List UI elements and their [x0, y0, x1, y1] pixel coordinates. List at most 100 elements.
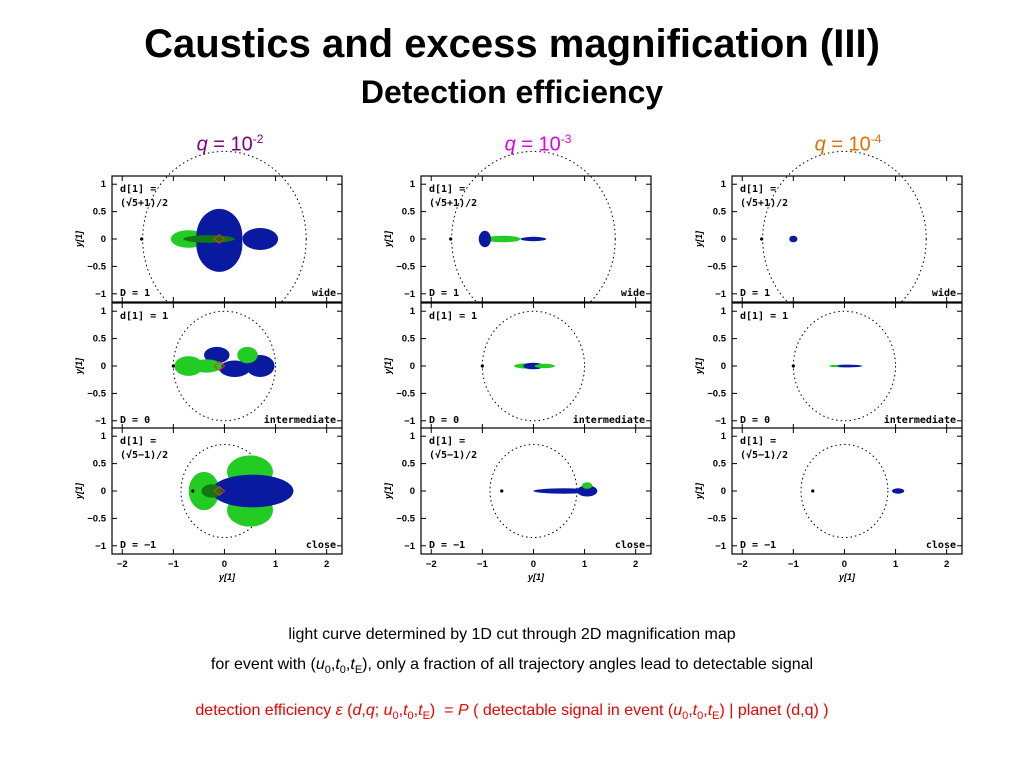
magnification-region: [829, 364, 840, 368]
q-label-col3: q = 10-4: [814, 132, 882, 156]
y-axis-label: y[1]: [383, 482, 393, 500]
y-tick-label: 1: [101, 306, 107, 317]
x-tick-label: 1: [273, 559, 279, 570]
plot-panel: 1 0.5 0 −0.5 −1 y[1] d[1] = (√5+1)/2 D = 1 wide: [383, 150, 652, 328]
y-tick-label: −1: [715, 416, 727, 427]
y-tick-label: 1: [721, 431, 727, 442]
x-tick-label: 2: [324, 559, 329, 570]
y-tick-label: 0.5: [402, 459, 416, 470]
d-label: d[1] =: [429, 436, 465, 447]
d-label: d[1] =: [740, 436, 776, 447]
D-label: D = 0: [120, 415, 150, 426]
plot-panel: 1 0.5 0 −0.5 −1 y[1] d[1] = (√5+1)/2 D = 1 wide: [74, 150, 343, 328]
magnification-region: [789, 235, 798, 243]
y-tick-label: 1: [101, 179, 107, 190]
x-tick-label: 0: [842, 559, 847, 570]
D-label: D = 0: [429, 415, 459, 426]
regime-label: intermediate: [264, 414, 336, 426]
plot-panel: 1 0.5 0 −0.5 −1 y[1] d[1] = 1 D = 0 intermediate: [694, 302, 963, 430]
regime-label: intermediate: [573, 414, 645, 426]
y-axis-label: y[1]: [694, 230, 704, 248]
d-label: d[1] =: [740, 184, 776, 195]
einstein-ring: [800, 443, 889, 539]
D-label: D = −1: [429, 540, 465, 551]
d-label-value: (√5+1)/2: [429, 197, 477, 209]
d-label: d[1] =: [120, 184, 156, 195]
magnification-region: [576, 485, 598, 497]
d-label: d[1] =: [429, 184, 465, 195]
caption-line-2: for event with (u0,t0,tE), only a fracti…: [210, 656, 814, 677]
lens-star: [760, 237, 764, 241]
magnification-region: [582, 482, 593, 489]
lens-star: [480, 364, 484, 368]
magnification-region: [534, 363, 555, 369]
y-tick-label: −1: [404, 416, 416, 427]
y-tick-label: −0.5: [396, 513, 415, 524]
einstein-ring: [481, 310, 586, 422]
slide-title: Caustics and excess magnification (III): [144, 22, 880, 66]
D-label: D = 1: [740, 288, 770, 299]
y-axis-label: y[1]: [694, 357, 704, 375]
y-tick-label: 0: [101, 486, 106, 497]
lens-star: [811, 489, 815, 493]
y-tick-label: 0: [101, 234, 106, 245]
x-tick-label: 0: [222, 559, 227, 570]
caption-line-3: detection efficiency ε (d,q; u0,t0,tE) =…: [195, 702, 829, 723]
y-tick-label: 1: [721, 179, 727, 190]
x-tick-label: −2: [426, 559, 437, 570]
y-tick-label: −1: [95, 541, 107, 552]
plot-panel: 1 0.5 0 −0.5 −1 y[1] d[1] = 1 D = 0 intermediate: [383, 302, 652, 430]
magnification-map-grid: 1 0.5 0 −0.5 −1 y[1] d[1] = (√5+1)/2 D = 1 wide 1 0…: [74, 150, 963, 582]
caption-line-1: light curve determined by 1D cut through…: [288, 626, 736, 643]
magnification-region: [183, 235, 235, 243]
y-tick-label: 0: [410, 234, 415, 245]
d-label-value: (√5−1)/2: [740, 449, 788, 461]
magnification-region: [219, 360, 251, 377]
plot-panel: 1 0.5 0 −0.5 −1 −2 −1 0 1 2 y[1] y[1] d[1] = (√5−1)/2…: [74, 427, 343, 582]
y-tick-label: −0.5: [707, 513, 726, 524]
x-tick-label: 2: [944, 559, 949, 570]
y-tick-label: 1: [101, 431, 107, 442]
y-tick-label: 0.5: [402, 334, 416, 345]
y-tick-label: −1: [715, 541, 727, 552]
x-tick-label: −2: [117, 559, 128, 570]
lens-star: [140, 237, 144, 241]
einstein-ring: [792, 310, 897, 422]
x-tick-label: −2: [737, 559, 748, 570]
lens-star: [191, 489, 195, 493]
D-label: D = −1: [740, 540, 776, 551]
y-tick-label: −0.5: [396, 261, 415, 272]
y-tick-label: 1: [410, 179, 416, 190]
plot-panel: 1 0.5 0 −0.5 −1 y[1] d[1] = 1 D = 0 intermediate: [74, 302, 343, 430]
y-axis-label: y[1]: [74, 357, 84, 375]
regime-label: wide: [312, 287, 336, 299]
y-tick-label: 0.5: [713, 207, 727, 218]
y-axis-label: y[1]: [694, 482, 704, 500]
magnification-region: [242, 228, 279, 250]
magnification-region: [484, 235, 521, 243]
y-tick-label: 1: [721, 306, 727, 317]
y-tick-label: 0.5: [713, 459, 727, 470]
y-tick-label: 0.5: [402, 207, 416, 218]
y-tick-label: −0.5: [87, 513, 106, 524]
magnification-region: [831, 364, 863, 368]
q-label-col2: q = 10-3: [504, 132, 572, 156]
magnification-region: [191, 359, 222, 373]
plot-panel: 1 0.5 0 −0.5 −1 −2 −1 0 1 2 y[1] y[1] d[1] = (√5−1)/2…: [694, 427, 963, 582]
D-label: D = 0: [740, 415, 770, 426]
y-tick-label: 0.5: [93, 334, 107, 345]
y-tick-label: 0.5: [93, 207, 107, 218]
magnification-region: [211, 474, 294, 508]
D-label: D = 1: [429, 288, 459, 299]
x-axis-label: y[1]: [527, 572, 545, 582]
y-tick-label: 0: [101, 361, 106, 372]
y-axis-label: y[1]: [74, 230, 84, 248]
caustic-curve: [213, 233, 226, 245]
D-label: D = 1: [120, 288, 150, 299]
d-label-value: (√5−1)/2: [120, 449, 168, 461]
y-axis-label: y[1]: [383, 357, 393, 375]
y-axis-label: y[1]: [74, 482, 84, 500]
slide-subtitle: Detection efficiency: [360, 74, 664, 110]
caustic-curve: [213, 485, 226, 497]
x-tick-label: −1: [788, 559, 800, 570]
